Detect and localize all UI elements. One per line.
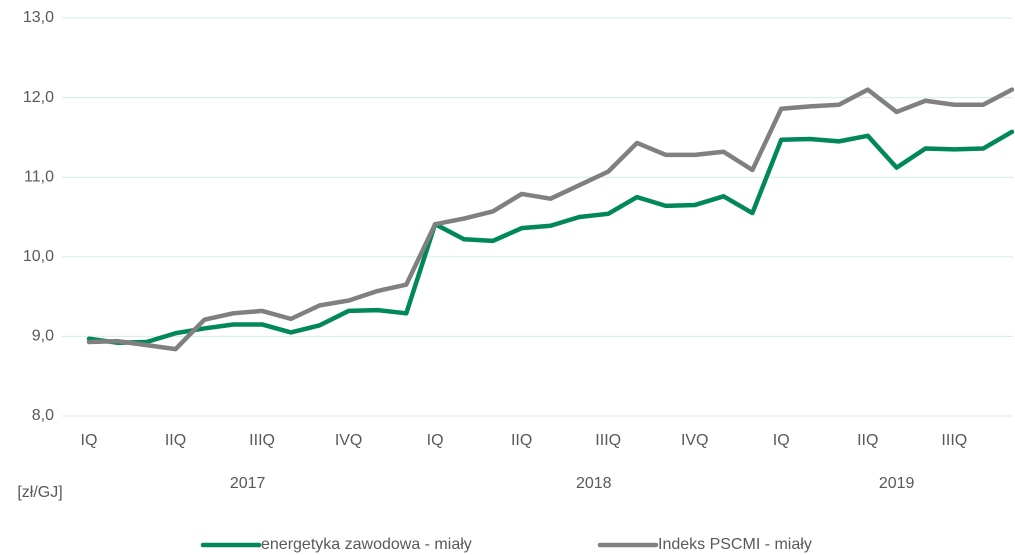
y-axis-label: [zł/GJ]: [17, 484, 62, 501]
series-line: [86, 87, 1015, 352]
x-tick-label: IIIQ: [941, 432, 967, 449]
y-tick-label: 13,0: [23, 9, 54, 26]
y-tick-label: 11,0: [24, 168, 54, 185]
series-line: [86, 129, 1015, 346]
legend-label: energetyka zawodowa - miały: [261, 536, 472, 553]
x-group-label: 2018: [576, 475, 612, 492]
y-tick-label: 8,0: [32, 407, 54, 424]
x-tick-label: IIQ: [165, 432, 186, 449]
x-tick-label: IVQ: [335, 432, 363, 449]
x-tick-label: IQ: [427, 432, 444, 449]
y-tick-label: 10,0: [23, 248, 54, 265]
x-tick-label: IIQ: [511, 432, 532, 449]
x-tick-label: IIIQ: [249, 432, 275, 449]
x-tick-label: IVQ: [681, 432, 709, 449]
y-tick-label: 12,0: [23, 89, 54, 106]
x-group-label: 2017: [230, 475, 266, 492]
x-tick-label: IIIQ: [595, 432, 621, 449]
legend-label: Indeks PSCMI - miały: [658, 536, 812, 553]
x-tick-label: IQ: [81, 432, 98, 449]
x-tick-label: IIQ: [857, 432, 878, 449]
x-group-label: 2019: [879, 475, 915, 492]
x-tick-label: IQ: [773, 432, 790, 449]
y-tick-label: 9,0: [32, 328, 54, 345]
